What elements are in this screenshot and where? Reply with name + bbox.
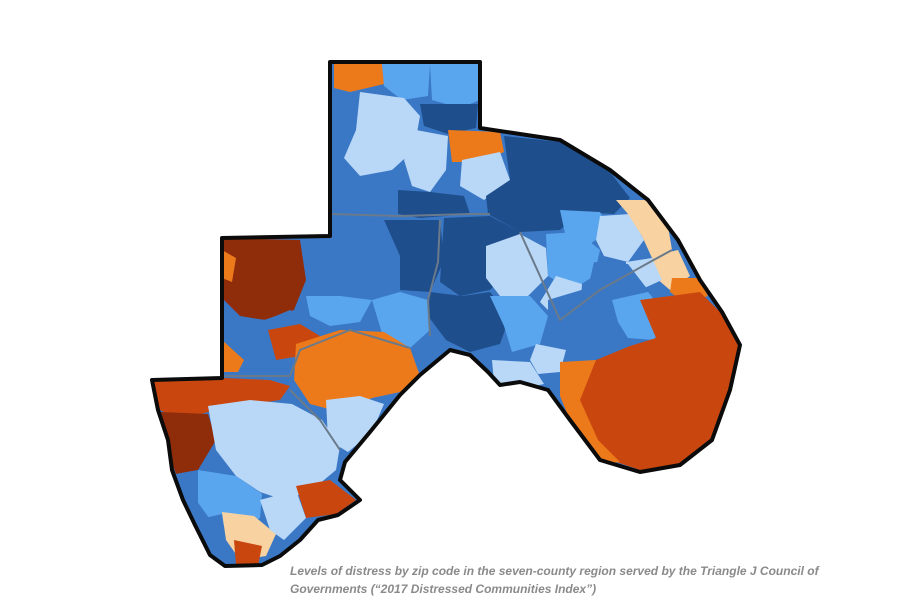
zip-area [596, 214, 644, 262]
zip-area [222, 238, 306, 320]
zip-area [546, 232, 600, 290]
zip-area [306, 296, 372, 326]
zip-area [404, 130, 448, 192]
zip-area [460, 152, 510, 200]
zip-area [326, 396, 384, 452]
region-outline [150, 60, 742, 568]
zip-area [294, 330, 420, 412]
zip-area [344, 92, 420, 176]
zip-area [196, 470, 262, 528]
zip-area [176, 470, 198, 504]
county-boundary [519, 231, 673, 322]
zip-area [304, 220, 400, 300]
zip-area [208, 400, 340, 500]
zip-area [268, 324, 320, 360]
zip-area [332, 150, 398, 214]
county-boundary [222, 328, 411, 377]
zip-area [382, 64, 430, 100]
zip-area [260, 490, 306, 540]
county-boundary [289, 389, 341, 451]
zip-area [560, 360, 620, 464]
zip-area [222, 250, 236, 282]
zip-area [448, 130, 504, 162]
zip-area [384, 220, 444, 292]
zip-area [428, 292, 510, 352]
zip-area [486, 234, 548, 296]
zip-area [548, 288, 620, 352]
county-boundary [329, 213, 490, 218]
zip-area [530, 344, 566, 374]
zip-area [398, 190, 470, 218]
zip-area [160, 412, 216, 474]
zip-area [490, 296, 548, 352]
zip-area [152, 378, 290, 420]
county-boundary [426, 219, 441, 337]
zip-area [486, 136, 630, 232]
zip-area [334, 64, 384, 92]
figure-caption: Levels of distress by zip code in the se… [290, 564, 819, 596]
zip-area [420, 104, 478, 134]
zip-area [430, 64, 480, 108]
zip-area [574, 292, 740, 470]
zip-area [296, 480, 356, 518]
zip-area [196, 514, 226, 556]
zip-area [330, 88, 360, 150]
zip-area [234, 540, 262, 566]
zip-area [222, 340, 244, 372]
